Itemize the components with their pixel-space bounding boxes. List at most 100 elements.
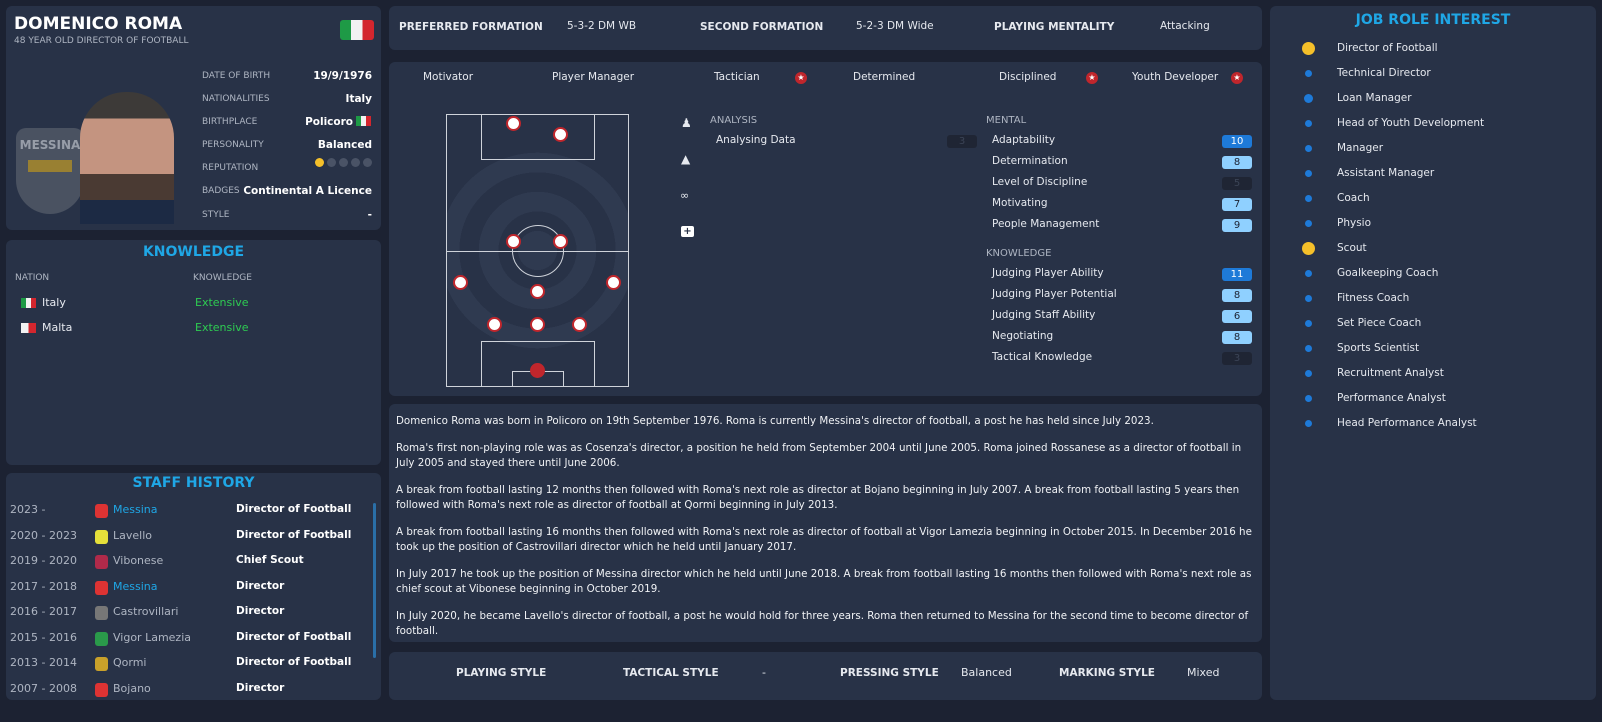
field-label: PERSONALITY	[202, 140, 264, 150]
field-label: REPUTATION	[202, 163, 259, 173]
attribute-value: 6	[1222, 310, 1252, 323]
profile-panel: DOMENICO ROMA 48 YEAR OLD DIRECTOR OF FO…	[6, 6, 381, 230]
star-icon: ★	[1086, 72, 1098, 84]
history-club: Qormi	[113, 656, 147, 669]
history-role: Director	[236, 579, 285, 592]
attribute-name: Negotiating	[992, 330, 1054, 342]
analysis-icon: ♟	[681, 116, 692, 130]
interest-level-icon	[1303, 93, 1313, 103]
history-years: 2019 - 2020	[10, 554, 77, 567]
player-marker	[530, 284, 545, 299]
formation-bar: PREFERRED FORMATION 5-3-2 DM WB SECOND F…	[389, 6, 1262, 50]
biography-panel: Domenico Roma was born in Policoro on 19…	[389, 404, 1262, 642]
interest-level-icon	[1301, 41, 1315, 55]
history-years: 2020 - 2023	[10, 528, 77, 542]
job-role: Goalkeeping Coach	[1337, 267, 1439, 279]
field-value: Balanced	[317, 139, 372, 151]
trait: Motivator	[423, 71, 474, 83]
attribute-value: 9	[1222, 219, 1252, 232]
attribute-name: People Management	[992, 218, 1100, 230]
interest-level-icon	[1304, 344, 1312, 352]
interest-level-icon	[1304, 394, 1312, 402]
history-club[interactable]: Messina	[113, 503, 158, 516]
attribute-value: 8	[1222, 156, 1252, 169]
attribute-value: 5	[1222, 177, 1252, 190]
history-row[interactable]: 2015 - 2016 Vigor Lamezia Director of Fo…	[6, 631, 381, 651]
interest-level-icon	[1304, 294, 1312, 302]
history-row[interactable]: 2017 - 2018 Messina Director	[6, 580, 381, 600]
field-value: Continental A Licence	[243, 185, 372, 197]
pressing-style-label: PRESSING STYLE	[840, 667, 939, 679]
attribute-name: Judging Player Potential	[992, 288, 1117, 300]
attribute-name: Motivating	[992, 197, 1048, 209]
col-knowledge: KNOWLEDGE	[193, 273, 252, 283]
job-role: Performance Analyst	[1337, 392, 1446, 404]
italy-flag	[340, 20, 374, 40]
player-marker	[553, 234, 568, 249]
knowledge-panel: KNOWLEDGE NATION KNOWLEDGE Italy Extensiv…	[6, 240, 381, 465]
knowledge-title: KNOWLEDGE	[142, 244, 245, 260]
history-role: Director	[236, 681, 285, 694]
trait: Player Manager	[552, 71, 635, 83]
staff-history-title: STAFF HISTORY	[132, 475, 255, 491]
history-years: 2013 - 2014	[10, 656, 77, 669]
job-role: Fitness Coach	[1337, 292, 1410, 304]
job-role-panel: JOB ROLE INTEREST Director of Football Te…	[1270, 6, 1596, 700]
history-row[interactable]: 2023 - Messina Director of Football	[6, 503, 381, 523]
attribute-name: Level of Discipline	[992, 176, 1088, 188]
player-marker	[530, 317, 545, 332]
field-label: BADGES	[202, 186, 240, 196]
history-club: Castrovillari	[113, 605, 179, 618]
second-formation-label: SECOND FORMATION	[700, 21, 824, 33]
knowledge-attrs-title: KNOWLEDGE	[986, 248, 1052, 259]
history-club: Bojano	[113, 681, 151, 695]
attribute-name: Adaptability	[992, 134, 1056, 146]
history-row[interactable]: 2013 - 2014 Qormi Director of Football	[6, 656, 381, 676]
star-icon: ★	[1231, 72, 1243, 84]
trait: Youth Developer	[1132, 71, 1219, 83]
player-marker	[572, 317, 587, 332]
goalkeeper-marker	[530, 363, 545, 378]
field-label: DATE OF BIRTH	[202, 71, 271, 81]
attribute-name: Judging Staff Ability	[992, 309, 1096, 321]
bio-paragraph: A break from football lasting 16 months …	[396, 526, 1252, 553]
interest-level-icon	[1304, 319, 1312, 327]
history-role: Chief Scout	[236, 554, 304, 566]
attribute-value: 8	[1222, 289, 1252, 302]
nation-flag	[21, 298, 36, 308]
marking-style-label: MARKING STYLE	[1059, 667, 1155, 679]
history-row[interactable]: 2016 - 2017 Castrovillari Director	[6, 605, 381, 625]
attribute-name: Judging Player Ability	[992, 267, 1104, 279]
field-value: Italy	[345, 93, 372, 105]
bio-paragraph: In July 2017 he took up the position of …	[396, 568, 1252, 595]
staff-photo	[80, 92, 174, 224]
staff-subtitle: 48 YEAR OLD DIRECTOR OF FOOTBALL	[14, 36, 189, 46]
history-years: 2023 -	[10, 503, 46, 516]
attribute-value: 8	[1222, 331, 1252, 344]
history-club[interactable]: Messina	[113, 579, 158, 593]
history-years: 2007 - 2008	[10, 681, 77, 695]
pitch	[446, 114, 629, 387]
history-row[interactable]: 2019 - 2020 Vibonese Chief Scout	[6, 554, 381, 574]
reputation-star	[339, 158, 348, 167]
player-marker	[453, 275, 468, 290]
job-role: Loan Manager	[1337, 92, 1412, 104]
birthplace-flag	[356, 116, 371, 126]
interest-level-icon	[1304, 119, 1312, 127]
history-row[interactable]: 2020 - 2023 Lavello Director of Football	[6, 529, 381, 549]
history-role: Director of Football	[236, 656, 352, 668]
job-role: Sports Scientist	[1337, 342, 1420, 354]
history-years: 2015 - 2016	[10, 630, 77, 644]
job-role: Head of Youth Development	[1337, 117, 1485, 129]
job-role: Scout	[1337, 242, 1367, 254]
scrollbar[interactable]	[373, 503, 376, 658]
col-nation: NATION	[15, 273, 50, 283]
second-formation: 5-2-3 DM Wide	[856, 20, 934, 32]
club-badge-icon	[95, 529, 108, 544]
job-role: Coach	[1337, 192, 1370, 204]
history-row[interactable]: 2007 - 2008 Bojano Director	[6, 682, 381, 702]
field-label: NATIONALITIES	[202, 94, 270, 104]
field-value: 19/9/1976	[313, 70, 372, 82]
reputation-star	[363, 158, 372, 167]
club-badge-icon	[95, 504, 108, 518]
